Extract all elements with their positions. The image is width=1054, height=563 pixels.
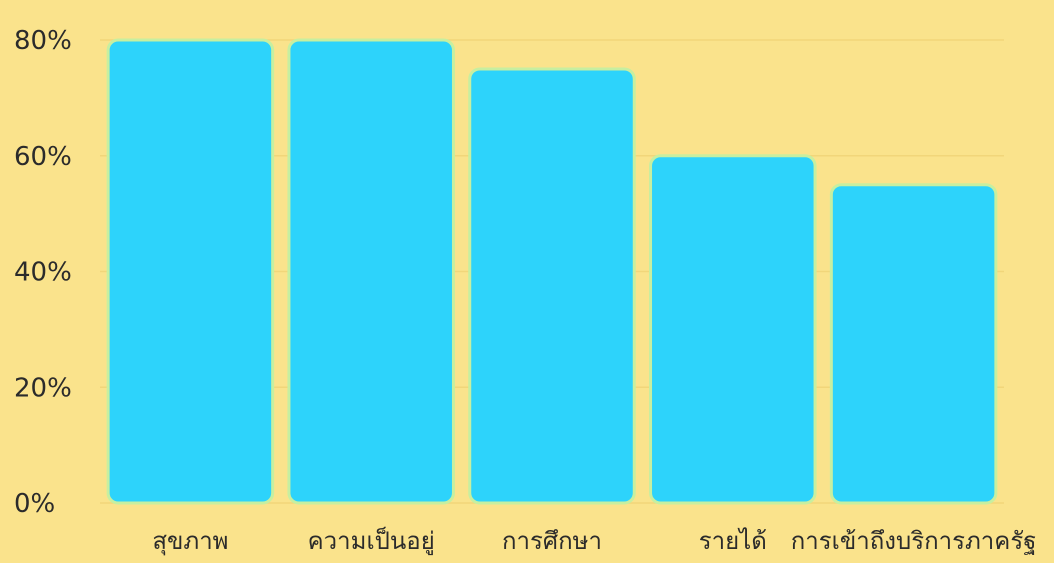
x-category-label: การเข้าถึงบริการภาครัฐ	[791, 527, 1037, 555]
x-axis-labels: สุขภาพ ความเป็นอยู่ การศึกษา รายได้ การเข้าถ…	[152, 526, 1036, 556]
bars	[106, 38, 998, 505]
x-category-label: สุขภาพ	[152, 527, 228, 556]
bar	[287, 38, 455, 505]
y-tick-label: 60%	[14, 142, 72, 172]
y-tick-label: 80%	[14, 26, 72, 56]
y-tick-label: 0%	[14, 489, 55, 519]
bar	[468, 67, 636, 505]
y-tick-label: 40%	[14, 258, 72, 288]
x-category-label: รายได้	[699, 527, 767, 555]
y-tick-label: 20%	[14, 373, 72, 403]
y-axis-ticks: 0% 20% 40% 60% 80%	[14, 26, 72, 519]
bar	[106, 38, 275, 505]
bar	[829, 183, 998, 505]
bar	[649, 154, 817, 505]
x-category-label: การศึกษา	[502, 527, 602, 555]
x-category-label: ความเป็นอยู่	[308, 526, 435, 556]
